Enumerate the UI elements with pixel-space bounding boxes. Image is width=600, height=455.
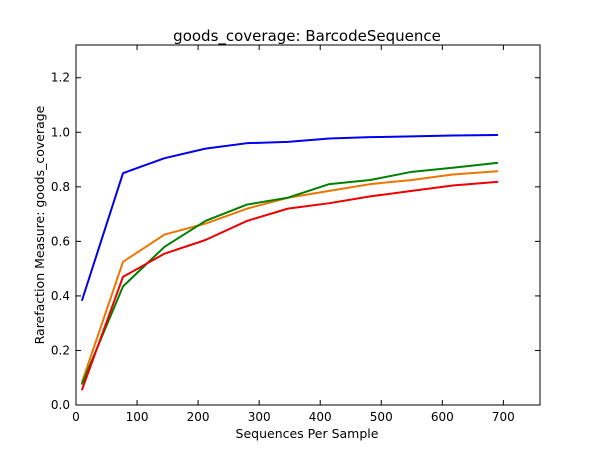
x-tick-label: 700 — [492, 410, 515, 424]
x-tick-label: 200 — [187, 410, 210, 424]
y-tick-label: 0.0 — [51, 398, 70, 412]
plot-frame — [75, 44, 541, 406]
y-tick-label: 0.4 — [51, 289, 70, 303]
x-axis-label: Sequences Per Sample — [236, 426, 379, 441]
series-line-1 — [81, 134, 499, 301]
chart-title: goods_coverage: BarcodeSequence — [173, 27, 441, 46]
y-tick-label: 0.8 — [51, 180, 70, 194]
y-tick-label: 1.2 — [51, 71, 70, 85]
y-tick-label: 1.0 — [51, 125, 70, 139]
plot-area: 0 100 200 300 400 500 600 700 0.0 0.2 0.4 0.6 0.8 1.0… — [51, 44, 541, 424]
y-tick-label: 0.2 — [51, 343, 70, 357]
x-tick-label: 300 — [248, 410, 271, 424]
x-tick-label: 500 — [370, 410, 393, 424]
x-tick-label: 0 — [72, 410, 80, 424]
y-tick-label: 0.6 — [51, 234, 70, 248]
series-line-3 — [81, 161, 499, 385]
x-tick-label: 100 — [126, 410, 149, 424]
x-tick-label: 600 — [431, 410, 454, 424]
y-axis-label: Rarefaction Measure: goods_coverage — [32, 105, 47, 344]
x-tick-label: 400 — [309, 410, 332, 424]
series-line-4 — [81, 180, 499, 391]
series-line-2 — [81, 170, 499, 383]
